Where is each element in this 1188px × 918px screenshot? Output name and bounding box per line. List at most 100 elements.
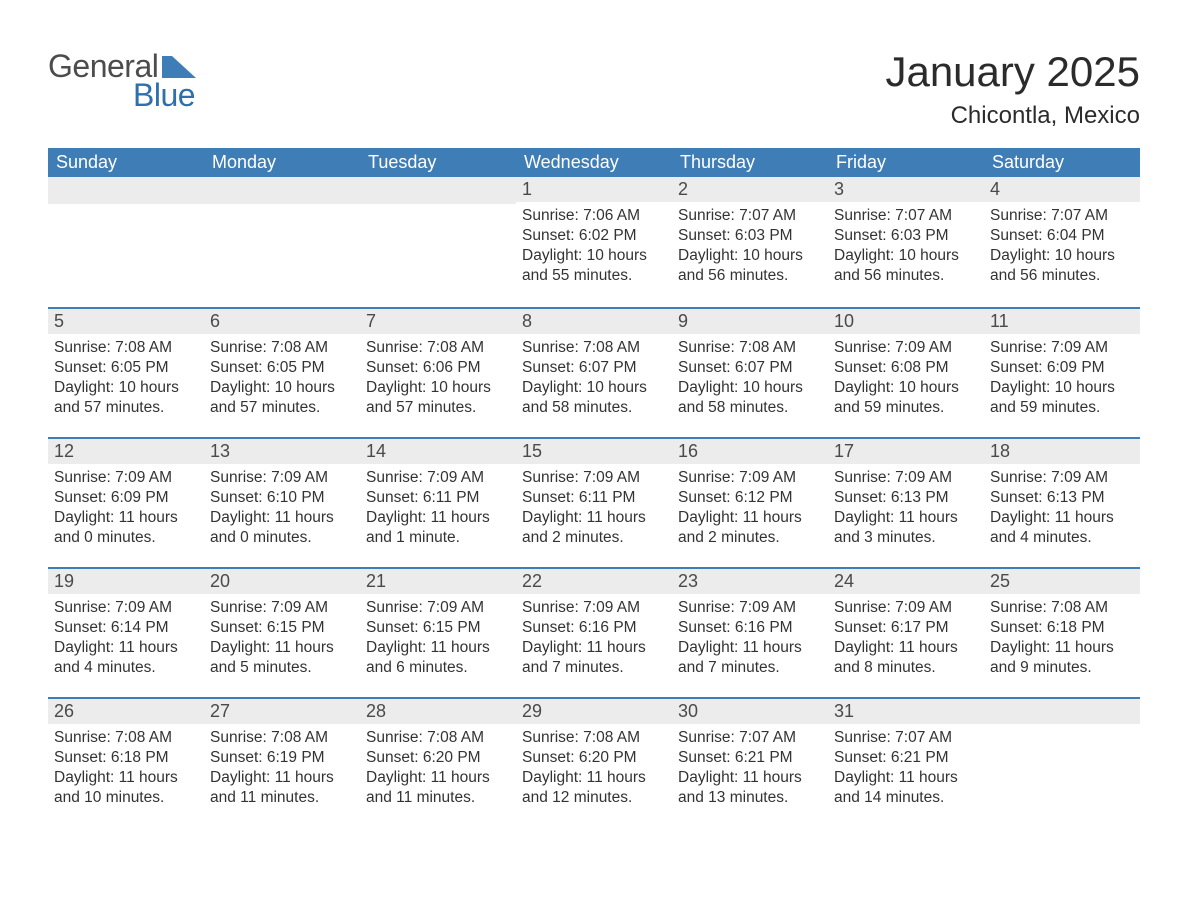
sunset-text: Sunset: 6:04 PM: [990, 226, 1134, 246]
sunset-text: Sunset: 6:13 PM: [834, 488, 978, 508]
daylight-line2: and 7 minutes.: [522, 658, 666, 678]
daylight-line1: Daylight: 11 hours: [54, 508, 198, 528]
day-details: Sunrise: 7:08 AMSunset: 6:05 PMDaylight:…: [48, 334, 204, 425]
sunrise-text: Sunrise: 7:09 AM: [678, 468, 822, 488]
day-details: Sunrise: 7:08 AMSunset: 6:05 PMDaylight:…: [204, 334, 360, 425]
day-number: 25: [984, 567, 1140, 594]
day-number: 16: [672, 437, 828, 464]
daylight-line1: Daylight: 11 hours: [54, 768, 198, 788]
sunset-text: Sunset: 6:11 PM: [366, 488, 510, 508]
day-cell: 27Sunrise: 7:08 AMSunset: 6:19 PMDayligh…: [204, 697, 360, 827]
day-number: 5: [48, 307, 204, 334]
sunset-text: Sunset: 6:03 PM: [678, 226, 822, 246]
day-number: 4: [984, 177, 1140, 202]
sunrise-text: Sunrise: 7:08 AM: [54, 338, 198, 358]
sunrise-text: Sunrise: 7:08 AM: [522, 728, 666, 748]
day-number: 20: [204, 567, 360, 594]
flag-icon: [162, 56, 196, 78]
day-number: 9: [672, 307, 828, 334]
day-number: 28: [360, 697, 516, 724]
day-details: Sunrise: 7:08 AMSunset: 6:07 PMDaylight:…: [516, 334, 672, 425]
day-cell: 20Sunrise: 7:09 AMSunset: 6:15 PMDayligh…: [204, 567, 360, 697]
day-details: Sunrise: 7:09 AMSunset: 6:13 PMDaylight:…: [828, 464, 984, 555]
daylight-line1: Daylight: 11 hours: [366, 508, 510, 528]
day-number: 10: [828, 307, 984, 334]
day-number: 23: [672, 567, 828, 594]
empty-day-bar: [48, 177, 204, 204]
day-number: 19: [48, 567, 204, 594]
day-number: 15: [516, 437, 672, 464]
sunrise-text: Sunrise: 7:09 AM: [990, 338, 1134, 358]
day-number: 18: [984, 437, 1140, 464]
weekday-header: Thursday: [672, 148, 828, 177]
week-row: 26Sunrise: 7:08 AMSunset: 6:18 PMDayligh…: [48, 697, 1140, 827]
weekday-row: SundayMondayTuesdayWednesdayThursdayFrid…: [48, 148, 1140, 177]
day-cell: 21Sunrise: 7:09 AMSunset: 6:15 PMDayligh…: [360, 567, 516, 697]
sunset-text: Sunset: 6:16 PM: [678, 618, 822, 638]
daylight-line2: and 12 minutes.: [522, 788, 666, 808]
sunrise-text: Sunrise: 7:09 AM: [834, 598, 978, 618]
day-cell: 30Sunrise: 7:07 AMSunset: 6:21 PMDayligh…: [672, 697, 828, 827]
weekday-header: Saturday: [984, 148, 1140, 177]
location-subtitle: Chicontla, Mexico: [885, 102, 1140, 130]
sunset-text: Sunset: 6:12 PM: [678, 488, 822, 508]
daylight-line2: and 59 minutes.: [990, 398, 1134, 418]
sunset-text: Sunset: 6:17 PM: [834, 618, 978, 638]
sunrise-text: Sunrise: 7:08 AM: [522, 338, 666, 358]
daylight-line1: Daylight: 11 hours: [210, 638, 354, 658]
sunset-text: Sunset: 6:18 PM: [990, 618, 1134, 638]
sunset-text: Sunset: 6:07 PM: [678, 358, 822, 378]
day-details: Sunrise: 7:07 AMSunset: 6:21 PMDaylight:…: [828, 724, 984, 815]
day-details: Sunrise: 7:08 AMSunset: 6:20 PMDaylight:…: [516, 724, 672, 815]
empty-cell: [48, 177, 204, 307]
empty-cell: [984, 697, 1140, 827]
sunset-text: Sunset: 6:03 PM: [834, 226, 978, 246]
day-details: Sunrise: 7:08 AMSunset: 6:18 PMDaylight:…: [48, 724, 204, 815]
daylight-line1: Daylight: 11 hours: [834, 768, 978, 788]
daylight-line2: and 11 minutes.: [366, 788, 510, 808]
sunset-text: Sunset: 6:16 PM: [522, 618, 666, 638]
sunrise-text: Sunrise: 7:09 AM: [366, 468, 510, 488]
day-cell: 23 Sunrise: 7:09 AMSunset: 6:16 PMDayligh…: [672, 567, 828, 697]
daylight-line1: Daylight: 10 hours: [834, 378, 978, 398]
daylight-line2: and 5 minutes.: [210, 658, 354, 678]
sunrise-text: Sunrise: 7:09 AM: [678, 598, 822, 618]
daylight-line2: and 58 minutes.: [678, 398, 822, 418]
sunset-text: Sunset: 6:08 PM: [834, 358, 978, 378]
sunset-text: Sunset: 6:05 PM: [210, 358, 354, 378]
sunrise-text: Sunrise: 7:09 AM: [210, 468, 354, 488]
month-title: January 2025: [885, 48, 1140, 96]
day-cell: 6Sunrise: 7:08 AMSunset: 6:05 PMDaylight…: [204, 307, 360, 437]
day-cell: 19Sunrise: 7:09 AMSunset: 6:14 PMDayligh…: [48, 567, 204, 697]
day-details: Sunrise: 7:09 AMSunset: 6:08 PMDaylight:…: [828, 334, 984, 425]
day-cell: 16 Sunrise: 7:09 AMSunset: 6:12 PMDayligh…: [672, 437, 828, 567]
day-cell: 29Sunrise: 7:08 AMSunset: 6:20 PMDayligh…: [516, 697, 672, 827]
sunset-text: Sunset: 6:05 PM: [54, 358, 198, 378]
daylight-line2: and 0 minutes.: [210, 528, 354, 548]
sunrise-text: Sunrise: 7:07 AM: [990, 206, 1134, 226]
day-cell: 22Sunrise: 7:09 AMSunset: 6:16 PMDayligh…: [516, 567, 672, 697]
daylight-line2: and 57 minutes.: [54, 398, 198, 418]
daylight-line1: Daylight: 10 hours: [522, 246, 666, 266]
week-row: 1Sunrise: 7:06 AMSunset: 6:02 PMDaylight…: [48, 177, 1140, 307]
daylight-line1: Daylight: 11 hours: [834, 638, 978, 658]
sunrise-text: Sunrise: 7:09 AM: [210, 598, 354, 618]
day-details: Sunrise: 7:08 AMSunset: 6:20 PMDaylight:…: [360, 724, 516, 815]
daylight-line2: and 6 minutes.: [366, 658, 510, 678]
day-cell: 28Sunrise: 7:08 AMSunset: 6:20 PMDayligh…: [360, 697, 516, 827]
day-number: 2: [672, 177, 828, 202]
daylight-line1: Daylight: 11 hours: [678, 508, 822, 528]
title-block: January 2025 Chicontla, Mexico: [885, 48, 1140, 130]
empty-cell: [360, 177, 516, 307]
daylight-line1: Daylight: 11 hours: [678, 638, 822, 658]
daylight-line1: Daylight: 10 hours: [210, 378, 354, 398]
daylight-line1: Daylight: 10 hours: [990, 378, 1134, 398]
sunset-text: Sunset: 6:15 PM: [366, 618, 510, 638]
daylight-line1: Daylight: 11 hours: [366, 638, 510, 658]
day-number: 12: [48, 437, 204, 464]
day-number: 22: [516, 567, 672, 594]
day-number: 8: [516, 307, 672, 334]
day-details: Sunrise: 7:09 AMSunset: 6:09 PMDaylight:…: [984, 334, 1140, 425]
daylight-line2: and 56 minutes.: [678, 266, 822, 286]
day-cell: 9Sunrise: 7:08 AMSunset: 6:07 PMDaylight…: [672, 307, 828, 437]
